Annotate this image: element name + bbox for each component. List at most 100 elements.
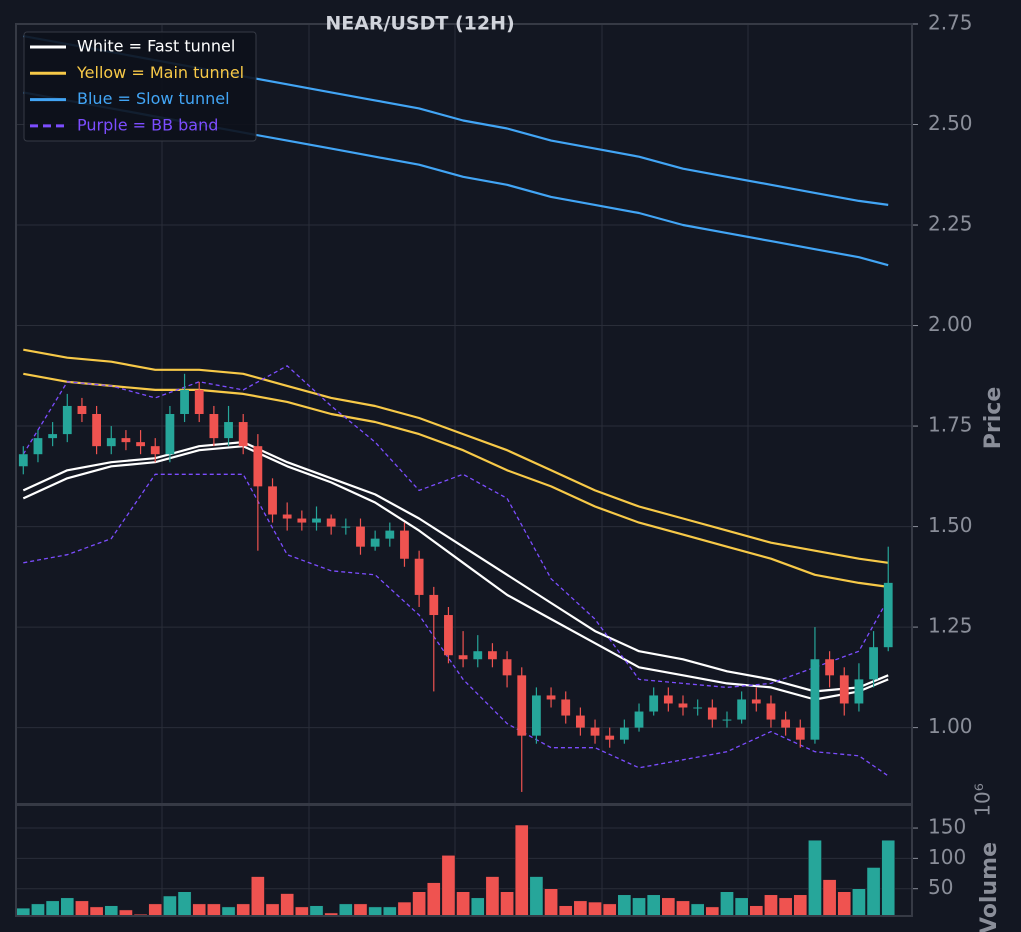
candle-body — [253, 446, 263, 487]
candle-body — [517, 675, 527, 736]
volume-bar — [148, 903, 163, 917]
candle-body — [18, 454, 28, 467]
candle-body — [224, 422, 233, 439]
volume-bar — [881, 839, 896, 917]
volume-bar — [368, 906, 382, 917]
volume-bar — [632, 897, 646, 917]
volume-bar — [221, 906, 236, 917]
candle-body — [854, 679, 864, 704]
candle-body — [326, 518, 336, 527]
candle-body — [693, 707, 703, 709]
candle-body — [678, 703, 688, 708]
volume-bar — [441, 855, 456, 917]
volume-bar — [617, 894, 632, 917]
volume-bar — [822, 879, 837, 917]
candle-body — [781, 719, 791, 728]
volume-bar — [588, 901, 602, 917]
volume-bar — [749, 905, 764, 917]
volume-bar — [192, 903, 207, 917]
volume-bar — [558, 905, 573, 917]
y-tick-label: 1.50 — [928, 513, 973, 537]
volume-bar — [45, 900, 60, 917]
candle-body — [737, 699, 747, 720]
volume-bar — [485, 876, 500, 917]
y-tick-label: 2.50 — [928, 111, 973, 135]
volume-bar — [470, 897, 485, 917]
legend-label: Yellow = Main tunnel — [76, 63, 244, 82]
volume-bar — [866, 867, 881, 917]
candle-body — [707, 707, 717, 720]
volume-bar — [338, 903, 353, 917]
candle-body — [136, 442, 145, 447]
candle-body — [883, 582, 893, 648]
candle-body — [488, 651, 497, 660]
tunnel-line — [23, 372, 889, 588]
candle-body — [869, 647, 878, 680]
volume-bar — [764, 894, 778, 917]
volume-tick-label: 100 — [928, 845, 966, 869]
candle-body — [444, 615, 453, 656]
y-axis-label: Price — [981, 387, 1006, 449]
y-tick-label: 1.00 — [928, 714, 973, 738]
volume-bar — [280, 893, 295, 917]
y-tick-label: 1.25 — [928, 614, 973, 638]
volume-bar — [104, 905, 119, 917]
volume-bar — [690, 903, 705, 917]
candle-body — [370, 538, 380, 547]
volume-bar — [661, 897, 676, 917]
volume-frame — [15, 804, 913, 917]
volume-bar — [720, 891, 734, 917]
candle-body — [546, 695, 556, 700]
volume-bar — [426, 882, 441, 917]
candle-body — [341, 526, 351, 528]
volume-tick-label: 50 — [928, 875, 953, 899]
candle-body — [282, 514, 292, 519]
candle-body — [297, 518, 307, 523]
legend-label: White = Fast tunnel — [77, 37, 235, 56]
candle-body — [268, 486, 277, 515]
volume-bar — [251, 876, 265, 917]
legend-label: Blue = Slow tunnel — [77, 89, 230, 108]
volume-bar — [207, 903, 221, 917]
candle-body — [312, 518, 321, 523]
candle-body — [194, 389, 204, 414]
volume-bar — [778, 897, 793, 917]
candle-body — [590, 727, 600, 736]
volume-bar — [793, 894, 808, 917]
candle-body — [766, 703, 776, 720]
candle-body — [458, 655, 468, 660]
candle-body — [48, 434, 58, 439]
volume-bar — [397, 901, 412, 917]
candle-body — [605, 735, 615, 740]
volume-bar — [837, 891, 852, 917]
volume-bar — [456, 891, 470, 917]
candle-body — [165, 414, 175, 455]
volume-bar — [265, 903, 280, 917]
candle-body — [77, 405, 87, 414]
y-tick-label: 2.25 — [928, 212, 973, 236]
volume-bar — [75, 900, 89, 917]
candle-body — [400, 530, 409, 559]
candle-body — [238, 422, 248, 447]
volume-bar — [808, 839, 822, 917]
chart-title: NEAR/USDT (12H) — [325, 13, 514, 35]
volume-bar — [353, 903, 368, 917]
candle-body — [385, 530, 395, 539]
candle-body — [92, 414, 101, 447]
candle-body — [121, 438, 131, 443]
legend-box — [23, 31, 257, 142]
candle-body — [825, 659, 834, 676]
volume-bar — [544, 888, 558, 917]
volume-bar — [412, 891, 426, 917]
candle-body — [414, 558, 424, 595]
candle-body — [751, 699, 761, 704]
candle-body — [106, 438, 116, 447]
candle-body — [62, 405, 72, 435]
candle-body — [810, 659, 820, 740]
volume-bar — [852, 888, 866, 917]
volume-bar — [60, 897, 75, 917]
volume-bar — [309, 905, 324, 917]
volume-bar — [89, 906, 104, 917]
